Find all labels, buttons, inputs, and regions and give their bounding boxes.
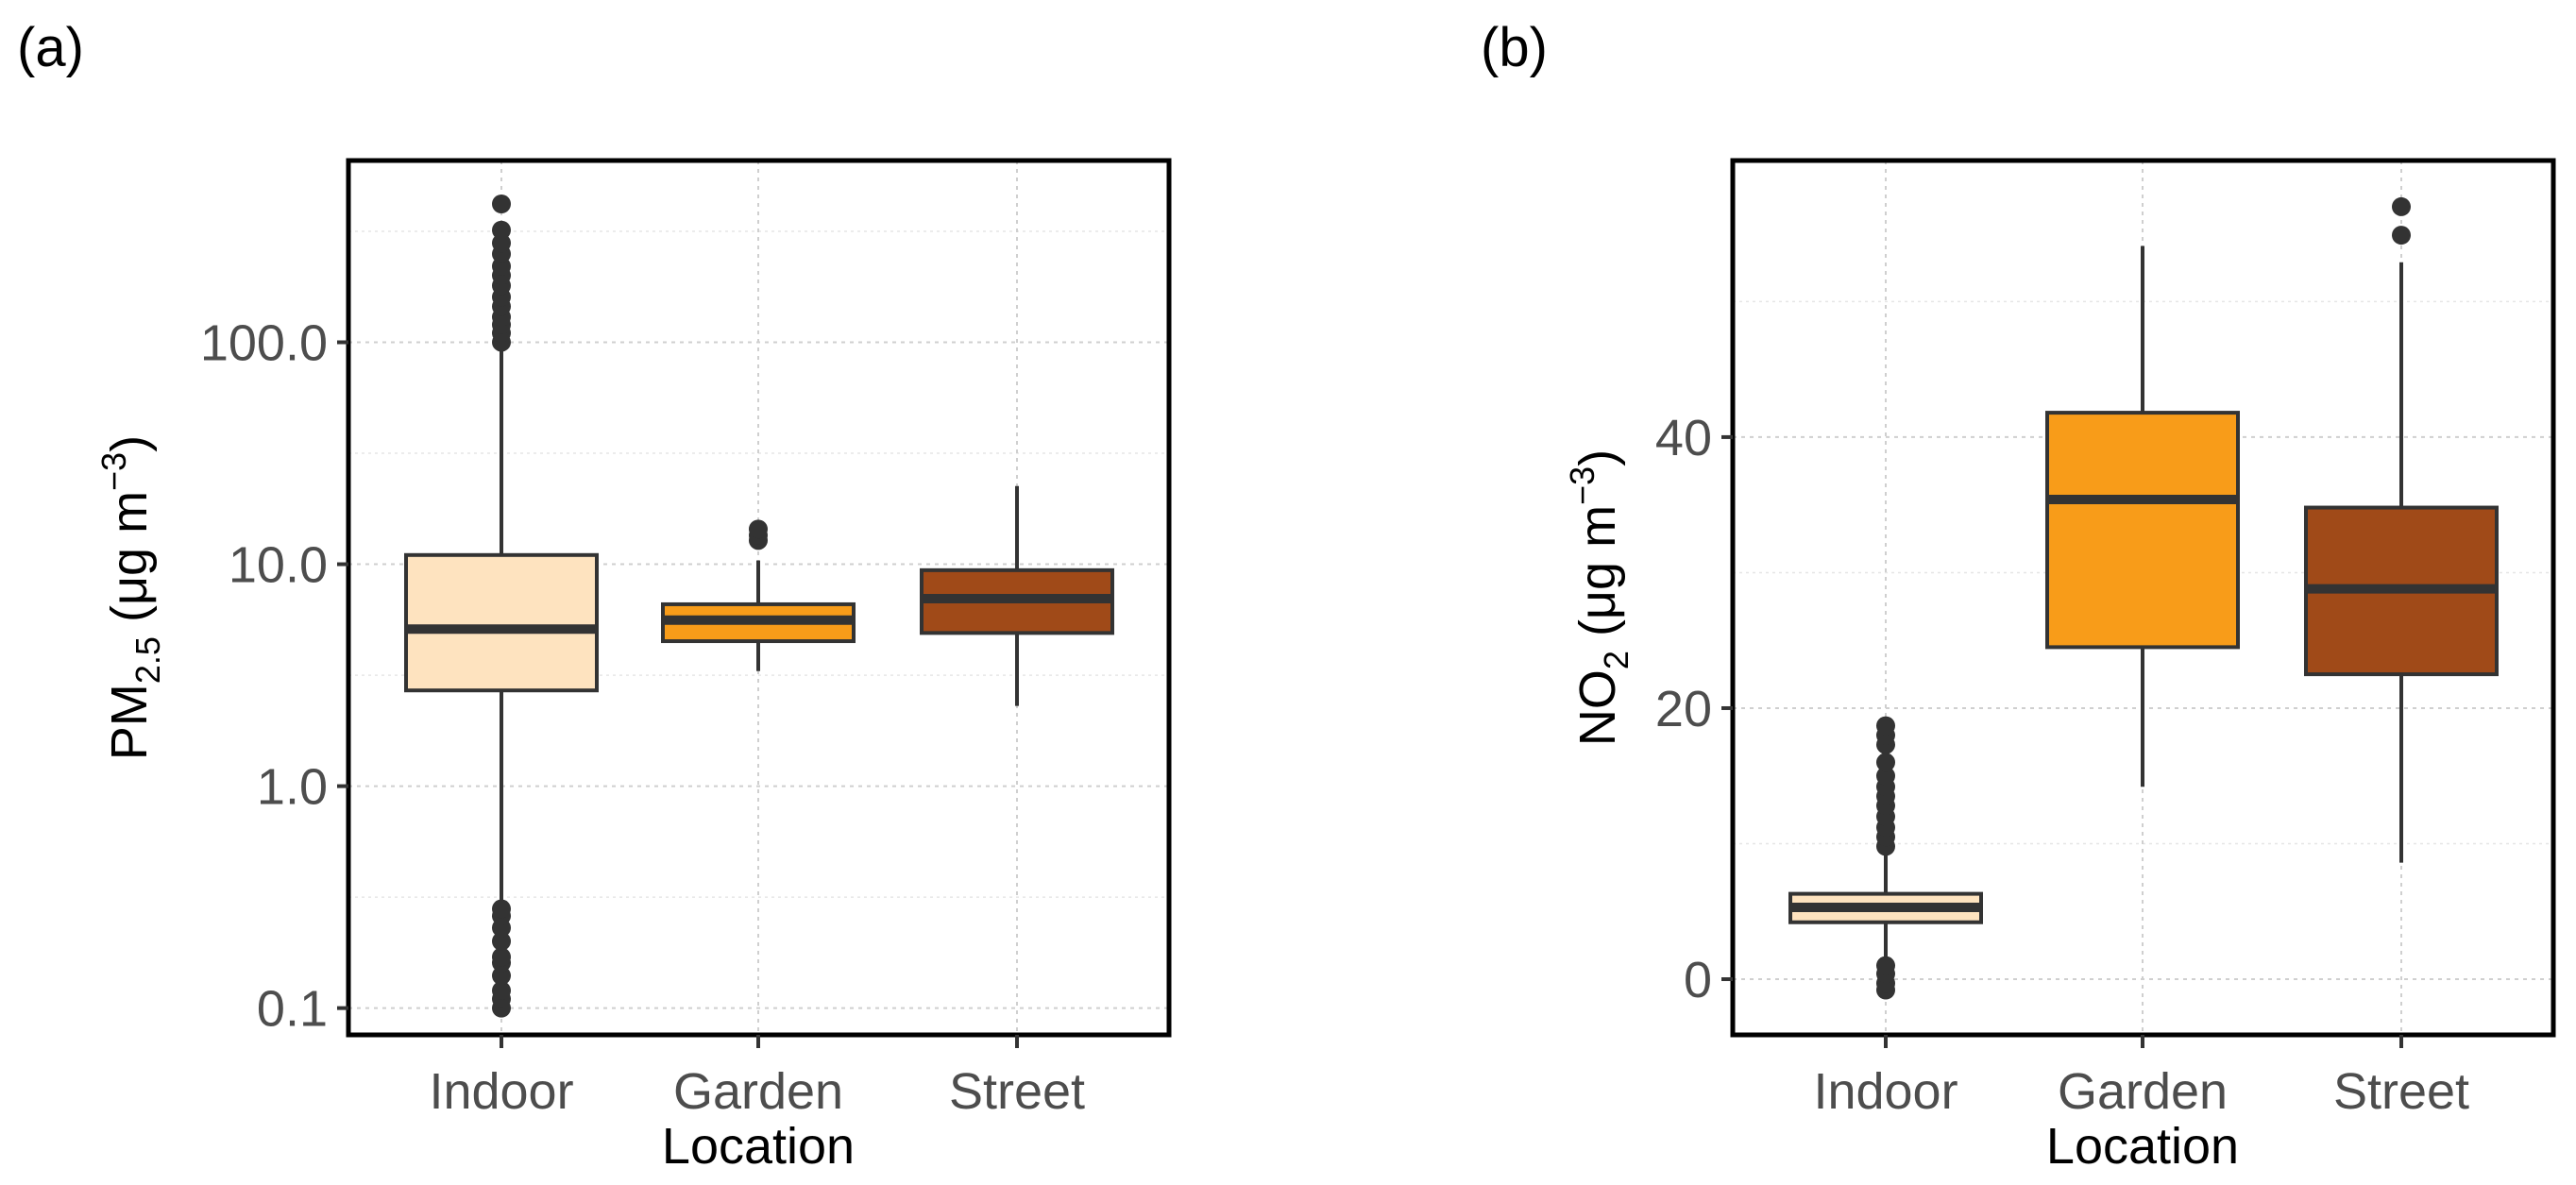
box-indoor: [1788, 716, 1983, 1000]
y-title-a-sub: 2.5: [128, 636, 167, 684]
outlier-point: [1876, 766, 1895, 786]
box-garden: [661, 519, 856, 671]
outlier-point: [2392, 226, 2411, 245]
outlier-point: [1876, 716, 1895, 736]
y-tick-label: 100.0: [200, 314, 328, 371]
y-title-b-close: ): [1569, 449, 1626, 466]
y-tick-label: 40: [1655, 410, 1712, 466]
outlier-point: [492, 899, 511, 919]
outlier-point: [492, 931, 511, 951]
panel-a-label: (a): [17, 17, 84, 78]
xticks-b: Indoor Garden Street: [1813, 1035, 2469, 1120]
y-tick-label: 1.0: [257, 759, 328, 816]
y-title-a-sup: −3: [94, 452, 133, 491]
y-tick-label: 0.1: [257, 981, 328, 1038]
x-tick-label: Indoor: [429, 1063, 573, 1120]
y-tick-label: 10.0: [229, 537, 328, 594]
yticks-b: 0 20 40: [1655, 410, 1733, 1008]
x-tick-label: Street: [2333, 1063, 2469, 1120]
yticks-a: 0.1 1.0 10.0 100.0: [200, 314, 348, 1038]
x-tick-label: Garden: [673, 1063, 843, 1120]
boxes-b: [1788, 196, 2499, 1000]
outlier-point: [492, 947, 511, 967]
box-indoor: [404, 194, 599, 1018]
y-title-b-sup: −3: [1563, 466, 1602, 505]
box-iqr: [404, 552, 599, 693]
box-garden: [2045, 245, 2240, 787]
y-title-a-unit: (μg m: [101, 491, 158, 636]
y-tick-label: 0: [1684, 952, 1712, 1008]
outlier-point: [1876, 956, 1895, 975]
outlier-point: [749, 519, 768, 539]
x-tick-label: Indoor: [1813, 1063, 1957, 1120]
y-axis-title-b: NO2 (μg m−3): [1563, 449, 1635, 746]
y-tick-label: 20: [1655, 681, 1712, 737]
outlier-point: [492, 194, 511, 213]
y-title-b-unit: (μg m: [1569, 505, 1626, 651]
outlier-point: [2392, 196, 2411, 216]
panel-b-label: (b): [1481, 17, 1548, 78]
y-title-b-main: NO: [1569, 669, 1626, 746]
outlier-point: [1876, 753, 1895, 772]
outlier-point: [492, 220, 511, 240]
boxes-a: [404, 194, 1114, 1018]
x-axis-title-a: Location: [662, 1118, 855, 1175]
box-iqr: [2045, 411, 2240, 650]
xticks-a: Indoor Garden Street: [429, 1035, 1085, 1120]
x-axis-title-b: Location: [2046, 1118, 2239, 1175]
box-street: [920, 485, 1114, 706]
x-tick-label: Street: [949, 1063, 1085, 1120]
outlier-point: [492, 981, 511, 1001]
box-street: [2304, 196, 2499, 863]
y-title-b-sub: 2: [1597, 651, 1635, 669]
y-title-a-main: PM: [101, 684, 158, 760]
x-tick-label: Garden: [2058, 1063, 2228, 1120]
panel-b: (b) 0 20 40 Indoor Garden Street Location NO…: [1481, 17, 2556, 1175]
y-axis-title-a: PM2.5 (μg m−3): [94, 435, 167, 760]
panel-a: (a) 0.1 1.0 10.0 100.0 Indoor Garden Street L…: [17, 17, 1172, 1175]
y-title-a-close: ): [101, 435, 158, 452]
